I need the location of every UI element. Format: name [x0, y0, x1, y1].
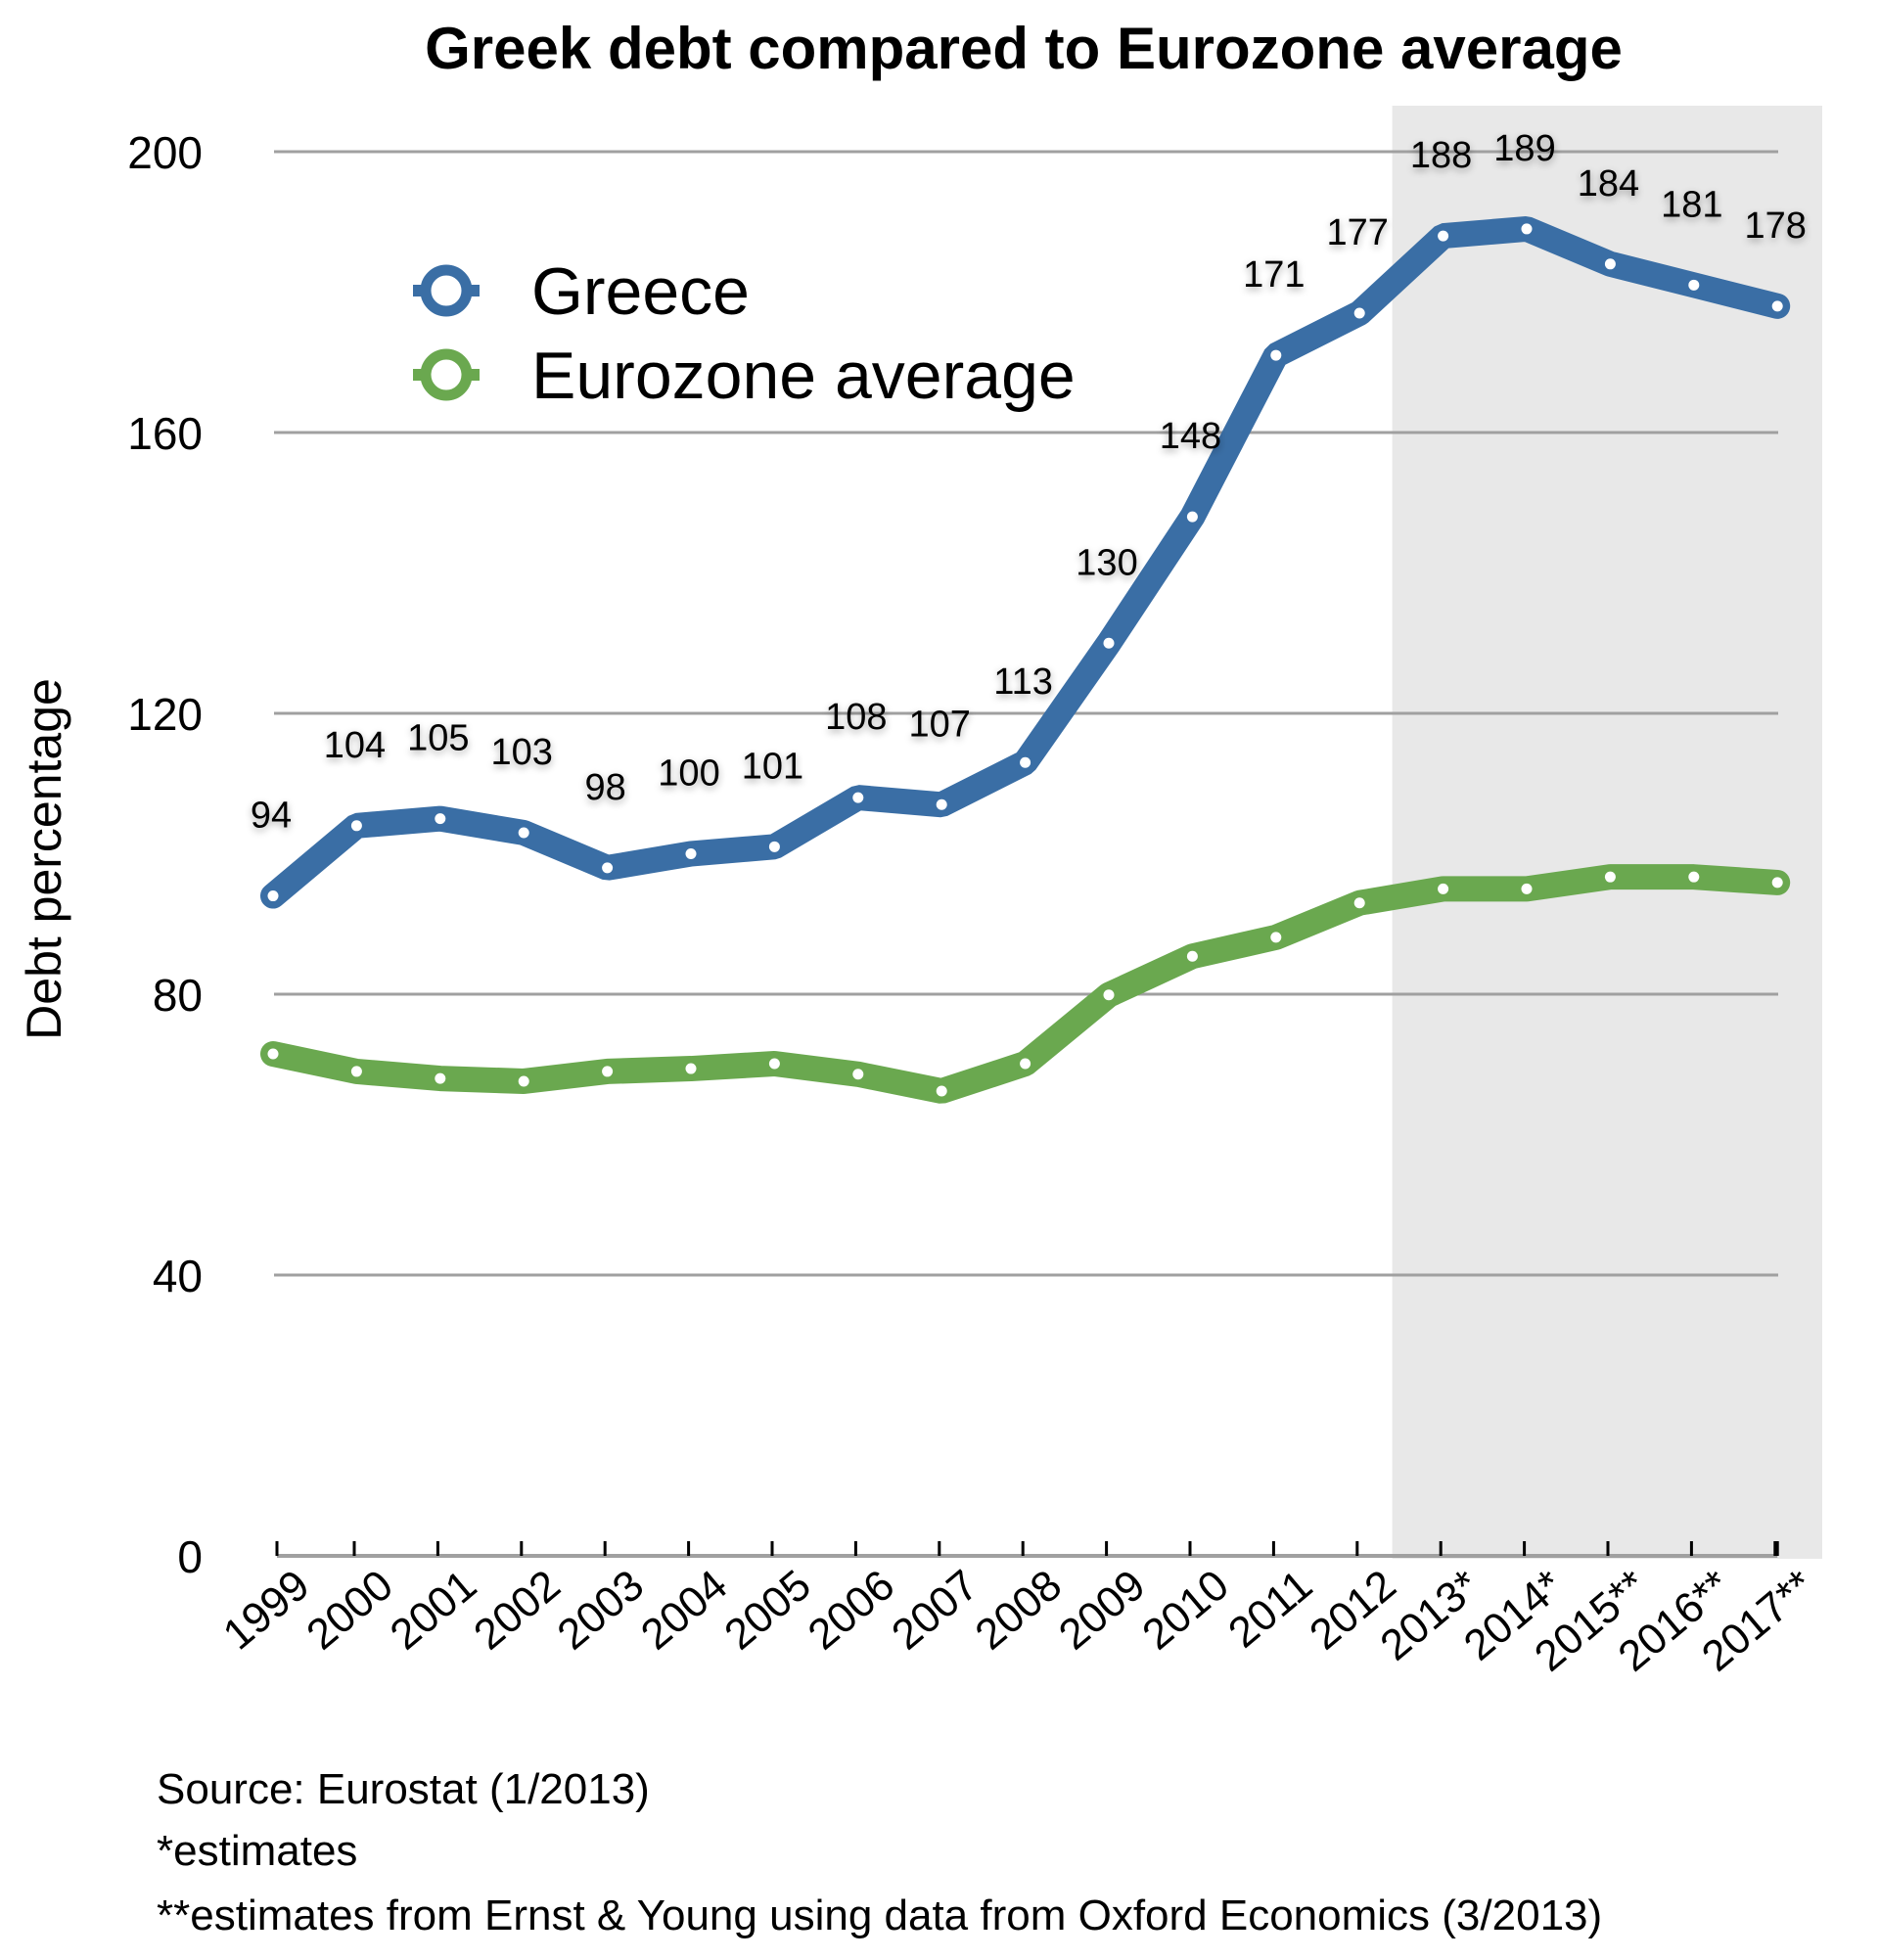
- data-point-greece: [936, 798, 947, 810]
- y-tick-label-40: 40: [153, 1251, 203, 1301]
- y-tick-label-200: 200: [127, 127, 203, 178]
- data-point-greece: [1688, 279, 1700, 291]
- data-label-greece: 101: [742, 746, 803, 787]
- data-point-eurozone-average: [1186, 950, 1198, 962]
- gridlines: [274, 150, 1778, 1277]
- data-point-eurozone-average: [852, 1069, 864, 1080]
- legend-greece-marker-icon: [420, 264, 473, 317]
- data-label-greece: 171: [1243, 254, 1305, 296]
- footnote-ey-estimates: **estimates from Ernst & Young using dat…: [157, 1892, 1602, 1939]
- data-label-greece: 100: [658, 753, 719, 795]
- data-point-eurozone-average: [1604, 871, 1616, 883]
- data-point-greece: [267, 890, 279, 902]
- x-tick-label-2011: 2011: [1219, 1561, 1321, 1657]
- chart-title: Greek debt compared to Eurozone average: [425, 16, 1623, 81]
- x-tick-label-2001: 2001: [382, 1561, 485, 1659]
- data-point-eurozone-average: [1771, 877, 1783, 889]
- data-label-greece: 178: [1744, 205, 1806, 247]
- data-label-greece: 98: [584, 767, 625, 808]
- data-label-greece: 188: [1410, 135, 1472, 176]
- footnote-source: Source: Eurostat (1/2013): [157, 1765, 650, 1813]
- data-label-greece: 130: [1076, 542, 1137, 583]
- data-point-greece: [350, 820, 362, 832]
- legend-item-greece: Greece: [413, 254, 750, 329]
- data-point-greece: [1521, 223, 1533, 235]
- y-tick-label-80: 80: [153, 970, 203, 1021]
- x-axis: [275, 1541, 1779, 1558]
- data-point-greece: [768, 841, 780, 852]
- data-label-greece: 103: [490, 732, 552, 773]
- data-point-greece: [518, 827, 529, 839]
- data-point-eurozone-average: [1353, 897, 1365, 909]
- data-label-greece: 108: [825, 697, 887, 738]
- x-tick-label-2002: 2002: [465, 1561, 569, 1659]
- footnote-estimates: *estimates: [157, 1827, 357, 1875]
- data-point-greece: [852, 792, 864, 803]
- legend: Greece Eurozone average: [413, 254, 1076, 413]
- x-tick-label-1999: 1999: [214, 1561, 318, 1659]
- legend-item-eurozone: Eurozone average: [413, 339, 1076, 413]
- data-labels: 94 104 105 103 98 100 101 108 107 113 130 148 171 177…: [251, 128, 1807, 837]
- x-tick-label-2010: 2010: [1133, 1561, 1237, 1659]
- data-point-eurozone-average: [1103, 989, 1115, 1001]
- data-point-eurozone-average: [518, 1075, 529, 1087]
- data-label-greece: 113: [993, 661, 1053, 703]
- x-tick-label-2003: 2003: [549, 1561, 653, 1659]
- x-tick-label-2005: 2005: [715, 1561, 819, 1659]
- footnotes: Source: Eurostat (1/2013) *estimates **e…: [157, 1765, 1602, 1939]
- data-point-greece: [685, 848, 697, 859]
- data-point-eurozone-average: [1270, 932, 1282, 943]
- data-point-greece: [1771, 300, 1783, 312]
- data-label-greece: 94: [251, 796, 292, 837]
- data-label-greece: 107: [908, 704, 970, 745]
- data-point-eurozone-average: [1438, 883, 1449, 894]
- data-label-greece: 104: [324, 725, 386, 766]
- x-tick-label-2009: 2009: [1050, 1561, 1154, 1659]
- x-axis-labels: 1999200020012002200320042005200620072008…: [214, 1561, 1823, 1680]
- data-point-greece: [1438, 230, 1449, 242]
- y-tick-label-0: 0: [177, 1531, 203, 1582]
- data-label-greece: 177: [1326, 212, 1388, 253]
- data-point-greece: [1020, 756, 1031, 768]
- x-tick-label-2008: 2008: [967, 1561, 1071, 1659]
- data-label-greece: 189: [1493, 128, 1555, 169]
- data-point-eurozone-average: [1521, 883, 1533, 894]
- y-tick-label-120: 120: [127, 689, 203, 740]
- data-point-greece: [602, 862, 614, 874]
- data-point-greece: [1103, 637, 1115, 649]
- x-tick-label-2006: 2006: [800, 1561, 903, 1659]
- legend-eurozone-label: Eurozone average: [531, 339, 1076, 413]
- data-point-eurozone-average: [602, 1066, 614, 1077]
- forecast-shaded-region: [1392, 106, 1822, 1559]
- data-label-greece: 184: [1578, 163, 1639, 205]
- legend-greece-label: Greece: [531, 254, 750, 329]
- data-point-eurozone-average: [435, 1072, 446, 1084]
- data-label-greece: 148: [1160, 416, 1221, 457]
- x-tick-label-2007: 2007: [883, 1561, 986, 1659]
- data-point-eurozone-average: [267, 1048, 279, 1060]
- series-lines: [260, 215, 1791, 1104]
- data-point-eurozone-average: [936, 1085, 947, 1097]
- y-axis-ticks: 0 40 80 120 160 200: [127, 127, 203, 1582]
- data-point-eurozone-average: [685, 1063, 697, 1074]
- data-point-greece: [1186, 511, 1198, 523]
- data-point-greece: [1604, 258, 1616, 270]
- data-point-eurozone-average: [768, 1058, 780, 1070]
- x-tick-label-2004: 2004: [632, 1561, 736, 1659]
- data-point-eurozone-average: [1020, 1058, 1031, 1070]
- y-tick-label-160: 160: [127, 408, 203, 459]
- legend-eurozone-marker-icon: [420, 348, 473, 401]
- data-point-eurozone-average: [350, 1066, 362, 1077]
- data-point-eurozone-average: [1688, 871, 1700, 883]
- data-label-greece: 105: [407, 718, 469, 759]
- data-point-greece: [1270, 349, 1282, 361]
- data-label-greece: 181: [1661, 184, 1722, 225]
- x-tick-label-2000: 2000: [298, 1561, 401, 1659]
- y-axis-title: Debt percentage: [17, 678, 71, 1040]
- data-point-greece: [435, 813, 446, 825]
- data-point-greece: [1353, 307, 1365, 319]
